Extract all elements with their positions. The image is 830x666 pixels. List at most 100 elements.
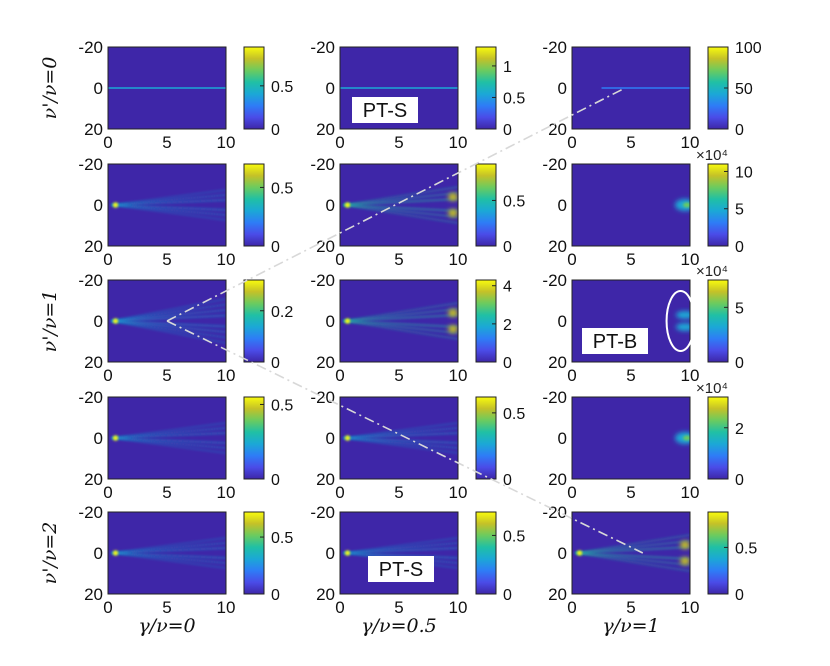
fan-ray — [111, 189, 226, 206]
hot-spot-core — [683, 202, 690, 208]
plot-frame — [571, 279, 691, 363]
fan-ray — [343, 542, 458, 554]
y-tick-label: -20 — [542, 38, 567, 57]
heatmap-plot-area — [572, 164, 690, 246]
y-tick-label: 0 — [94, 79, 103, 98]
fan-ray — [111, 303, 226, 322]
colorbar-multiplier: ×10⁴ — [696, 147, 728, 164]
colorbar-tick-label: 0 — [735, 355, 744, 372]
y-tick-label: -20 — [310, 388, 335, 407]
colorbar-tick-label: 1 — [503, 59, 512, 76]
y-tick-label: -20 — [542, 155, 567, 174]
colorbar-tick-label: 0 — [503, 587, 512, 604]
x-tick-label: 5 — [162, 250, 171, 269]
plot-frame — [571, 511, 691, 595]
plot-frame — [571, 163, 691, 247]
colorbar-tick-label: 5 — [735, 202, 744, 219]
colorbar-tick-label: 100 — [735, 40, 762, 57]
colorbar — [475, 46, 497, 130]
colorbar-tick-label: 0 — [735, 472, 744, 489]
colorbar-tick-label: 10 — [735, 164, 753, 181]
heatmap-plot-area — [572, 397, 690, 479]
y-tick-label: 20 — [316, 585, 335, 604]
fan-ray — [343, 204, 458, 224]
y-tick-label: 20 — [84, 470, 103, 489]
row-label: ν'/ν=2 — [39, 522, 61, 585]
colorbar — [707, 396, 729, 480]
fan-ray — [111, 309, 226, 322]
fan-ray — [343, 320, 458, 334]
x-tick-label: 5 — [394, 483, 403, 502]
x-tick-label: 0 — [335, 250, 344, 269]
x-tick-label: 10 — [449, 366, 468, 385]
heatmap-content — [111, 537, 226, 569]
connector-line — [166, 320, 644, 554]
x-tick-label: 5 — [394, 250, 403, 269]
x-tick-label: 0 — [103, 598, 112, 617]
fan-ray — [575, 534, 690, 554]
colorbar-tick-label: 0.5 — [735, 540, 757, 557]
x-tick-label: 10 — [217, 250, 236, 269]
annotation-text: PT-S — [363, 100, 407, 122]
x-tick-label: 5 — [626, 598, 635, 617]
y-tick-label: -20 — [542, 271, 567, 290]
y-tick-label: 0 — [94, 429, 103, 448]
x-tick-label: 5 — [162, 598, 171, 617]
overlay-layer: γ/ν=0 γ/ν=0.5 γ/ν=1 ν'/ν=0 ν'/ν=1 ν'/ν=2 PT-S P… — [39, 57, 696, 637]
colorbar-tick-label: 0.2 — [271, 304, 293, 321]
y-tick-label: 20 — [316, 120, 335, 139]
colorbar — [243, 511, 265, 595]
plot-frame — [339, 511, 459, 595]
fan-ray — [111, 204, 226, 211]
colorbar — [475, 511, 497, 595]
x-tick-label: 10 — [217, 133, 236, 152]
fan-ray — [111, 437, 226, 449]
colorbar-tick-label: 0 — [271, 239, 280, 256]
source-spot — [576, 550, 583, 556]
colorbar — [707, 279, 729, 363]
fan-ray — [343, 320, 458, 328]
y-tick-label: 20 — [316, 237, 335, 256]
y-tick-label: 20 — [84, 237, 103, 256]
heatmap-content — [111, 189, 226, 221]
fan-ray — [343, 537, 458, 554]
colorbar — [707, 511, 729, 595]
colorbar-multiplier: ×10⁴ — [696, 263, 728, 280]
fan-ray — [111, 314, 226, 322]
x-tick-label: 0 — [335, 133, 344, 152]
fan-ray — [343, 204, 458, 212]
x-tick-label: 0 — [567, 250, 576, 269]
fan-ray — [343, 186, 458, 206]
x-tick-label: 5 — [162, 366, 171, 385]
y-tick-label: -20 — [310, 271, 335, 290]
y-tick-label: 20 — [84, 585, 103, 604]
colorbar-tick-label: 0.5 — [271, 180, 293, 197]
source-spot — [112, 318, 119, 324]
hot-spot — [675, 199, 690, 211]
hot-spot — [676, 311, 690, 319]
edge-glow — [448, 192, 458, 201]
hot-spot — [676, 323, 690, 331]
fan-ray — [343, 302, 458, 322]
fan-ray — [343, 437, 458, 444]
fan-ray — [343, 547, 458, 554]
source-spot — [112, 550, 119, 556]
x-tick-label: 0 — [335, 483, 344, 502]
colorbar-tick-label: 0 — [735, 239, 744, 256]
colorbar — [475, 279, 497, 363]
plot-frame — [107, 511, 227, 595]
source-spot — [112, 435, 119, 441]
colorbar — [243, 279, 265, 363]
source-spot — [112, 202, 119, 208]
fan-ray — [343, 204, 458, 218]
fan-ray — [575, 552, 690, 560]
y-tick-label: 0 — [326, 312, 335, 331]
colorbar-tick-label: 0 — [503, 355, 512, 372]
y-tick-label: 20 — [84, 353, 103, 372]
column-label: γ/ν=1 — [602, 615, 659, 637]
